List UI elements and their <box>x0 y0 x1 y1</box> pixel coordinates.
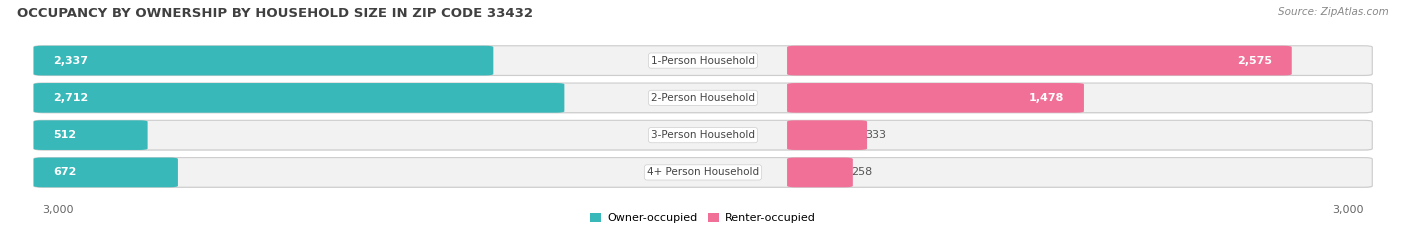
FancyBboxPatch shape <box>34 46 1372 75</box>
Text: Source: ZipAtlas.com: Source: ZipAtlas.com <box>1278 7 1389 17</box>
Text: 672: 672 <box>53 168 77 177</box>
FancyBboxPatch shape <box>34 158 1372 187</box>
FancyBboxPatch shape <box>37 121 1372 151</box>
FancyBboxPatch shape <box>34 83 1372 113</box>
Text: 4+ Person Household: 4+ Person Household <box>647 168 759 177</box>
Legend: Owner-occupied, Renter-occupied: Owner-occupied, Renter-occupied <box>586 208 820 227</box>
Text: OCCUPANCY BY OWNERSHIP BY HOUSEHOLD SIZE IN ZIP CODE 33432: OCCUPANCY BY OWNERSHIP BY HOUSEHOLD SIZE… <box>17 7 533 20</box>
FancyBboxPatch shape <box>787 120 868 150</box>
Text: 1-Person Household: 1-Person Household <box>651 56 755 65</box>
Text: 3,000: 3,000 <box>1333 205 1364 215</box>
FancyBboxPatch shape <box>37 84 1372 113</box>
FancyBboxPatch shape <box>34 83 564 113</box>
Text: 258: 258 <box>852 168 873 177</box>
Text: 3-Person Household: 3-Person Household <box>651 130 755 140</box>
FancyBboxPatch shape <box>787 46 1292 75</box>
FancyBboxPatch shape <box>37 158 1372 188</box>
Text: 2,337: 2,337 <box>53 56 89 65</box>
FancyBboxPatch shape <box>34 46 494 75</box>
Text: 2,575: 2,575 <box>1237 56 1272 65</box>
FancyBboxPatch shape <box>787 83 1084 113</box>
Text: 2-Person Household: 2-Person Household <box>651 93 755 103</box>
FancyBboxPatch shape <box>37 46 1372 76</box>
Text: 2,712: 2,712 <box>53 93 89 103</box>
Text: 333: 333 <box>866 130 887 140</box>
FancyBboxPatch shape <box>34 120 1372 150</box>
FancyBboxPatch shape <box>34 158 179 187</box>
Text: 3,000: 3,000 <box>42 205 73 215</box>
Text: 1,478: 1,478 <box>1029 93 1064 103</box>
FancyBboxPatch shape <box>787 158 853 187</box>
Text: 512: 512 <box>53 130 76 140</box>
FancyBboxPatch shape <box>34 120 148 150</box>
